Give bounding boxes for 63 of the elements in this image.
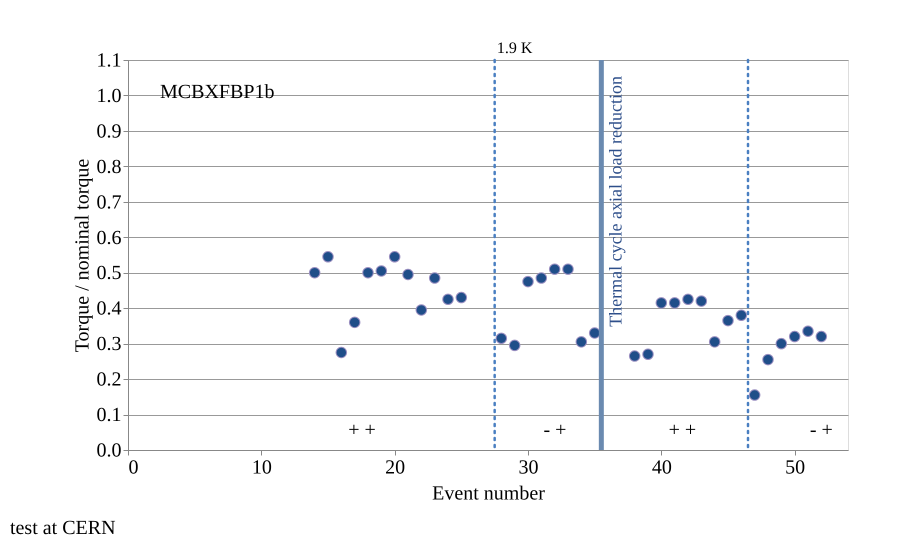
annotation: MCBXFBP1b xyxy=(160,81,274,103)
point xyxy=(562,263,574,275)
y-tick-label: 0.7 xyxy=(96,191,122,214)
annotation: - + xyxy=(810,419,833,441)
point xyxy=(668,297,680,309)
point xyxy=(508,340,520,352)
point xyxy=(522,276,534,288)
point xyxy=(788,330,800,342)
point xyxy=(496,332,508,344)
y-tick-label: 0.6 xyxy=(96,226,122,249)
point xyxy=(628,350,640,362)
point xyxy=(816,330,828,342)
point xyxy=(442,294,454,306)
point xyxy=(376,265,388,277)
y-tick-label: 0.4 xyxy=(96,298,122,320)
y-axis-title: Torque / nominal torque xyxy=(72,158,94,352)
point xyxy=(656,297,668,309)
point xyxy=(428,272,440,284)
point xyxy=(776,338,788,350)
x-tick-label: 0 xyxy=(128,456,138,478)
ref-line-label: Thermal cycle axial load reduction xyxy=(605,76,626,327)
point xyxy=(682,294,694,306)
x-tick-label: 10 xyxy=(252,456,272,478)
point xyxy=(762,354,774,366)
y-tick-label: 0.1 xyxy=(96,404,122,426)
point xyxy=(402,268,414,280)
annotation: + + xyxy=(348,419,376,441)
point xyxy=(388,251,400,263)
annotation: + + xyxy=(668,419,696,441)
point xyxy=(642,348,654,360)
y-tick-label: 0.9 xyxy=(96,120,122,142)
point xyxy=(456,292,468,304)
point xyxy=(708,336,720,348)
point xyxy=(308,266,320,278)
point xyxy=(336,346,348,358)
point xyxy=(536,272,548,284)
y-tick-label: 0.0 xyxy=(96,440,122,462)
x-tick-label: 40 xyxy=(652,456,672,478)
text: test at CERN xyxy=(10,517,116,539)
x-axis-title: Event number xyxy=(432,482,546,504)
point xyxy=(802,325,814,337)
x-tick-label: 20 xyxy=(385,456,406,478)
point xyxy=(322,251,334,263)
point xyxy=(736,310,748,322)
y-tick-label: 0.2 xyxy=(96,368,122,391)
y-tick-label: 0.8 xyxy=(96,156,122,178)
point xyxy=(416,304,428,316)
point xyxy=(576,336,588,348)
point xyxy=(348,316,360,328)
x-tick-label: 50 xyxy=(785,456,806,478)
point xyxy=(722,314,734,326)
point xyxy=(696,295,708,307)
annotation: - + xyxy=(543,419,566,441)
point xyxy=(748,389,760,401)
y-tick-label: 0.5 xyxy=(96,262,122,284)
y-tick-label: 0.3 xyxy=(96,333,122,356)
ref-line-label: 1.9 K xyxy=(496,40,533,57)
y-tick-label: 1.1 xyxy=(96,50,122,72)
point xyxy=(362,266,374,278)
x-tick-label: 30 xyxy=(518,456,538,478)
point xyxy=(548,263,560,275)
y-tick-label: 1.0 xyxy=(96,84,122,107)
point xyxy=(588,327,600,339)
